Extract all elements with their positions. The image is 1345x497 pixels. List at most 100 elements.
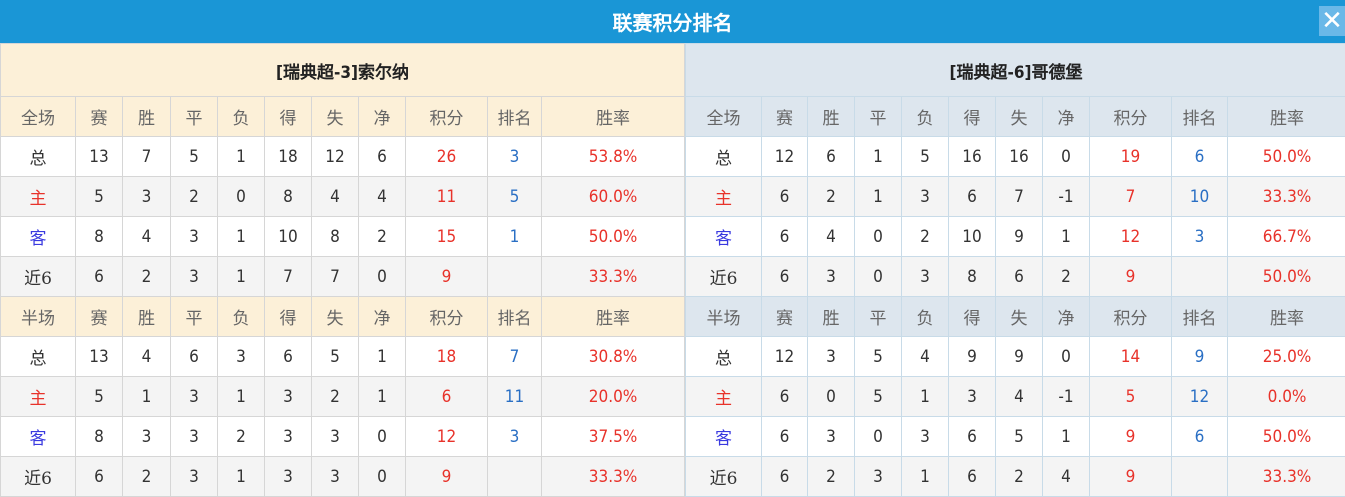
- stat-cell: 6: [762, 457, 808, 497]
- column-header: 胜: [808, 97, 855, 137]
- stat-cell: 5: [996, 417, 1043, 457]
- rank-cell: 3: [488, 137, 542, 177]
- column-header: 平: [855, 297, 902, 337]
- column-header-row: 全场赛胜平负得失净积分排名胜率: [1, 97, 685, 137]
- stat-cell: 3: [312, 417, 359, 457]
- row-label: 近6: [686, 257, 762, 297]
- stat-cell: -1: [1043, 177, 1090, 217]
- stat-cell: 5: [171, 137, 218, 177]
- stat-cell: 1: [359, 337, 406, 377]
- rank-cell: 5: [488, 177, 542, 217]
- rank-cell: [488, 257, 542, 297]
- column-header: 净: [1043, 97, 1090, 137]
- stat-cell: 3: [218, 337, 265, 377]
- column-header: 得: [265, 297, 312, 337]
- stat-cell: 1: [218, 137, 265, 177]
- stat-cell: 3: [171, 417, 218, 457]
- stat-cell: 3: [902, 417, 949, 457]
- stat-cell: 6: [808, 137, 855, 177]
- stat-cell: 6: [762, 217, 808, 257]
- stat-cell: 1: [855, 137, 902, 177]
- row-label: 主: [686, 177, 762, 217]
- row-label: 客: [1, 417, 76, 457]
- stat-cell: 2: [123, 257, 171, 297]
- row-label: 总: [686, 337, 762, 377]
- stat-cell: 3: [855, 457, 902, 497]
- stat-cell: 1: [218, 217, 265, 257]
- section-label: 半场: [1, 297, 76, 337]
- points-cell: 5: [1090, 377, 1172, 417]
- column-header: 积分: [1090, 97, 1172, 137]
- stat-cell: 13: [76, 337, 123, 377]
- stat-cell: 4: [123, 337, 171, 377]
- column-header: 赛: [762, 97, 808, 137]
- stat-cell: 8: [949, 257, 996, 297]
- column-header: 负: [902, 297, 949, 337]
- stat-cell: 3: [171, 257, 218, 297]
- dialog-header: 联赛积分排名 ✕: [0, 0, 1345, 43]
- stat-cell: 18: [265, 137, 312, 177]
- column-header: 得: [949, 97, 996, 137]
- close-icon[interactable]: ✕: [1319, 6, 1345, 36]
- stat-cell: 3: [902, 257, 949, 297]
- column-header: 得: [265, 97, 312, 137]
- rank-cell: 7: [488, 337, 542, 377]
- points-cell: 11: [406, 177, 488, 217]
- stat-cell: 6: [762, 177, 808, 217]
- stat-cell: 0: [855, 257, 902, 297]
- stat-cell: 2: [808, 177, 855, 217]
- stat-cell: 7: [265, 257, 312, 297]
- stat-cell: 3: [265, 377, 312, 417]
- win-rate-cell: 30.8%: [542, 337, 685, 377]
- stat-cell: 1: [1043, 217, 1090, 257]
- column-header: 排名: [1172, 297, 1228, 337]
- column-header: 平: [171, 297, 218, 337]
- points-cell: 14: [1090, 337, 1172, 377]
- stat-cell: 6: [949, 177, 996, 217]
- stat-cell: 6: [76, 457, 123, 497]
- points-cell: 18: [406, 337, 488, 377]
- stat-cell: 6: [949, 417, 996, 457]
- stat-cell: 3: [265, 457, 312, 497]
- win-rate-cell: 50.0%: [1228, 257, 1345, 297]
- stat-cell: 2: [171, 177, 218, 217]
- stat-cell: 0: [359, 457, 406, 497]
- win-rate-cell: 60.0%: [542, 177, 685, 217]
- stat-cell: -1: [1043, 377, 1090, 417]
- stat-cell: 4: [312, 177, 359, 217]
- stat-cell: 0: [359, 257, 406, 297]
- rank-cell: 11: [488, 377, 542, 417]
- stat-cell: 12: [762, 137, 808, 177]
- win-rate-cell: 25.0%: [1228, 337, 1345, 377]
- stat-cell: 2: [218, 417, 265, 457]
- win-rate-cell: 20.0%: [542, 377, 685, 417]
- column-header: 积分: [406, 297, 488, 337]
- column-header: 赛: [762, 297, 808, 337]
- stat-cell: 4: [902, 337, 949, 377]
- points-cell: 9: [406, 257, 488, 297]
- column-header: 胜率: [1228, 97, 1345, 137]
- stat-cell: 6: [762, 377, 808, 417]
- stat-cell: 8: [76, 417, 123, 457]
- row-label: 客: [686, 417, 762, 457]
- stat-cell: 2: [1043, 257, 1090, 297]
- column-header-row: 半场赛胜平负得失净积分排名胜率: [686, 297, 1345, 337]
- stat-cell: 3: [123, 417, 171, 457]
- row-label: 主: [686, 377, 762, 417]
- stat-cell: 9: [949, 337, 996, 377]
- rank-cell: 6: [1172, 417, 1228, 457]
- stat-cell: 2: [902, 217, 949, 257]
- stat-cell: 6: [996, 257, 1043, 297]
- rank-cell: [1172, 257, 1228, 297]
- stat-cell: 9: [996, 217, 1043, 257]
- stat-cell: 4: [359, 177, 406, 217]
